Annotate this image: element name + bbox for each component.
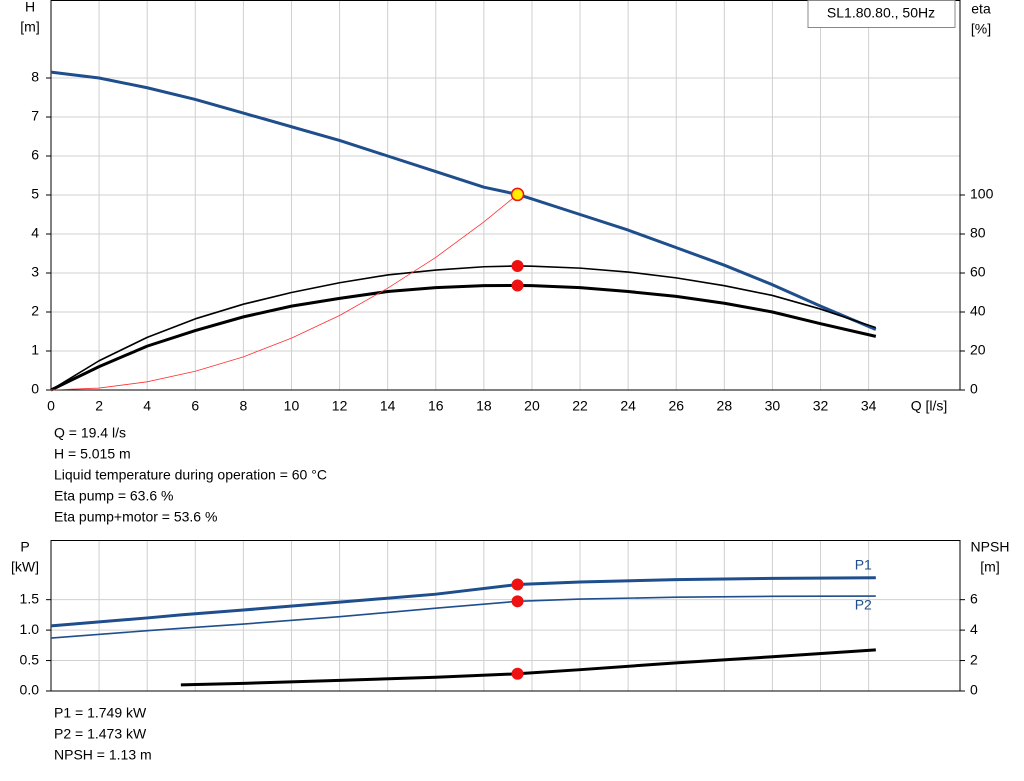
series-label: P2 [855, 597, 872, 613]
x-axis-label: Q [l/s] [911, 398, 948, 414]
y-tick-label: 7 [31, 108, 39, 124]
x-tick-label: 28 [717, 398, 733, 414]
x-tick-label: 30 [765, 398, 781, 414]
y2-tick-label: 6 [970, 590, 978, 606]
series-label: P1 [855, 556, 872, 572]
y-tick-label: 4 [31, 225, 39, 241]
y-tick-label: 2 [31, 303, 39, 319]
y-tick-label: 1 [31, 342, 39, 358]
info-line: NPSH = 1.13 m [54, 747, 152, 763]
curve [50, 194, 518, 391]
y2-tick-label: 100 [970, 186, 994, 202]
x-tick-label: 22 [572, 398, 588, 414]
info-line: Liquid temperature during operation = 60… [54, 467, 327, 483]
y-tick-label: 6 [31, 147, 39, 163]
y2-tick-label: 80 [970, 225, 986, 241]
info-line: P2 = 1.473 kW [54, 726, 147, 742]
x-tick-label: 24 [620, 398, 636, 414]
operating-point [511, 279, 524, 292]
chart-title: SL1.80.80., 50Hz [827, 5, 935, 21]
operating-point [511, 595, 524, 608]
x-tick-label: 16 [428, 398, 444, 414]
operating-point [510, 187, 525, 202]
curve [50, 283, 877, 392]
x-tick-label: 0 [47, 398, 55, 414]
x-tick-label: 18 [476, 398, 492, 414]
x-tick-label: 20 [524, 398, 540, 414]
x-tick-label: 4 [143, 398, 151, 414]
y2-axis-label: [%] [971, 21, 991, 37]
x-tick-label: 8 [239, 398, 247, 414]
y2-axis-label: NPSH [971, 539, 1010, 555]
y-tick-label: 0.0 [20, 682, 40, 698]
plot-frame [50, 540, 961, 692]
y2-tick-label: 0 [970, 381, 978, 397]
info-line: Eta pump = 63.6 % [54, 488, 173, 504]
plot-frame [50, 0, 961, 391]
curve [50, 595, 876, 639]
y-axis-label: H [25, 0, 35, 15]
info-line: H = 5.015 m [54, 446, 131, 462]
y-tick-label: 3 [31, 264, 39, 280]
y-tick-label: 1.5 [20, 590, 40, 606]
y-axis-label: P [20, 539, 29, 555]
y2-tick-label: 60 [970, 264, 986, 280]
y-tick-label: 0 [31, 381, 39, 397]
y-tick-label: 1.0 [20, 621, 40, 637]
info-line: P1 = 1.749 kW [54, 705, 147, 721]
x-tick-label: 10 [284, 398, 300, 414]
y-tick-label: 8 [31, 69, 39, 85]
info-line: Eta pump+motor = 53.6 % [54, 509, 217, 525]
x-tick-label: 14 [380, 398, 396, 414]
x-tick-label: 12 [332, 398, 348, 414]
operating-point [511, 667, 524, 680]
y-tick-label: 5 [31, 186, 39, 202]
y2-tick-label: 0 [970, 682, 978, 698]
y-axis-label: [m] [20, 19, 39, 35]
y2-tick-label: 2 [970, 651, 978, 667]
y-tick-label: 0.5 [20, 651, 40, 667]
title-box [807, 0, 956, 28]
x-tick-label: 34 [861, 398, 877, 414]
curve [50, 265, 877, 391]
info-line: Q = 19.4 l/s [54, 425, 126, 441]
y2-axis-label: [m] [980, 559, 999, 575]
x-tick-label: 26 [668, 398, 684, 414]
operating-point [511, 259, 524, 272]
x-tick-label: 32 [813, 398, 829, 414]
x-tick-label: 2 [95, 398, 103, 414]
curve [50, 70, 877, 331]
y2-axis-label: eta [971, 1, 991, 17]
y2-tick-label: 20 [970, 342, 986, 358]
y2-tick-label: 40 [970, 303, 986, 319]
operating-point [511, 578, 524, 591]
y2-tick-label: 4 [970, 621, 978, 637]
x-tick-label: 6 [191, 398, 199, 414]
y-axis-label: [kW] [11, 559, 39, 575]
curve [50, 576, 876, 628]
